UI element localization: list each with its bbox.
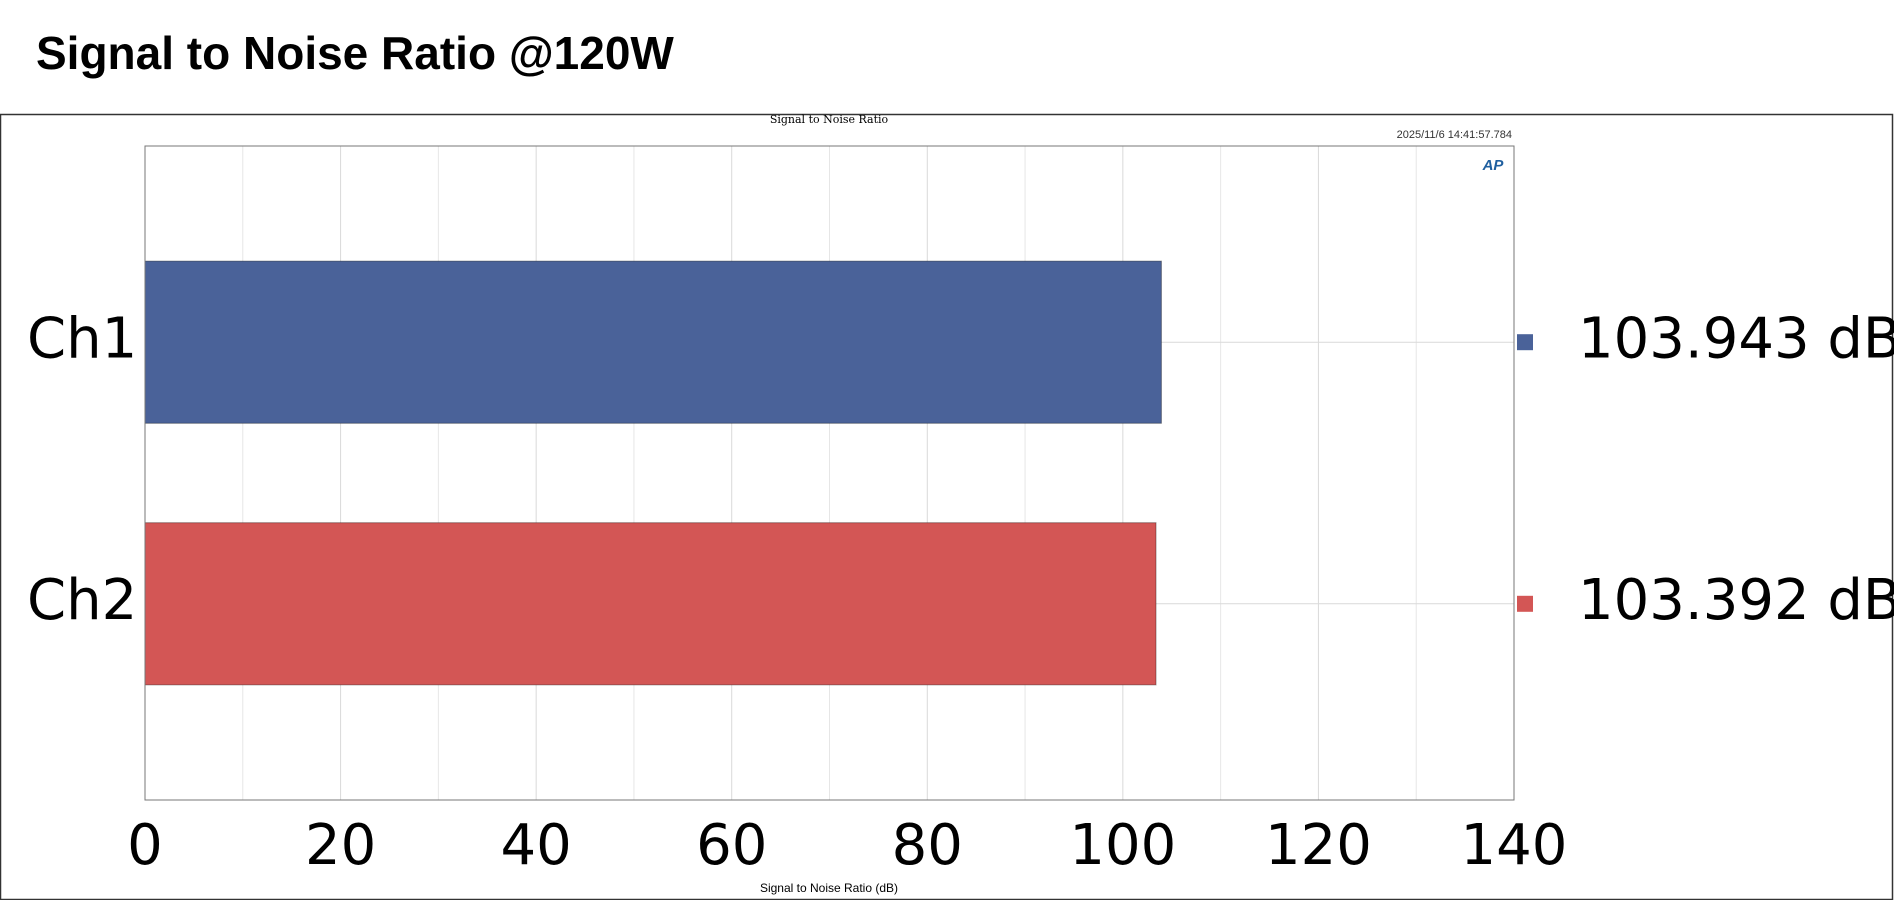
logo: AP: [1482, 157, 1505, 174]
legend-swatch: [1517, 595, 1533, 612]
category-label: Ch2: [27, 568, 137, 633]
x-tick-label: 100: [1069, 813, 1176, 878]
category-label: Ch1: [27, 306, 137, 371]
legend-swatch: [1517, 334, 1533, 351]
x-tick-label: 40: [501, 813, 572, 878]
x-tick-label: 0: [127, 813, 163, 878]
chart-frame: [0, 113, 1894, 900]
x-tick-label: 60: [696, 813, 767, 878]
bar: [144, 522, 1157, 686]
x-tick-label: 140: [1461, 813, 1568, 878]
x-tick-label: 120: [1265, 813, 1372, 878]
value-label: 103.943 dB: [1578, 306, 1894, 371]
plot-border: [144, 145, 1515, 801]
x-axis-label: Signal to Noise Ratio (dB): [760, 881, 898, 895]
timestamp: 2025/11/6 14:41:57.784: [1397, 129, 1512, 141]
value-label: 103.392 dB: [1578, 568, 1894, 633]
chart-title: Signal to Noise Ratio: [770, 113, 889, 126]
x-tick-label: 80: [892, 813, 963, 878]
page-title: Signal to Noise Ratio @120W: [36, 27, 674, 79]
bar: [144, 260, 1162, 424]
x-tick-label: 20: [305, 813, 376, 878]
